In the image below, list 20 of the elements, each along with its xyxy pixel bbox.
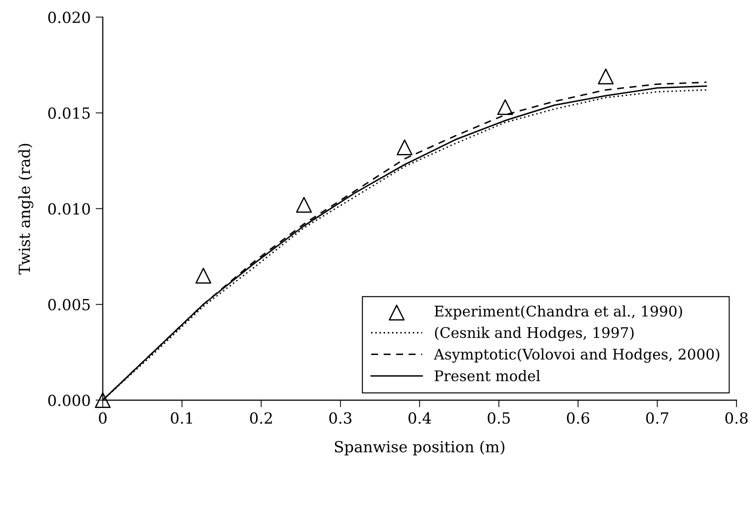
x-tick-label: 0.3 — [329, 412, 352, 424]
x-tick-label: 0 — [98, 412, 107, 424]
x-tick-label: 0.4 — [408, 412, 432, 424]
y-tick-label: 0.010 — [48, 203, 90, 215]
x-tick-label: 0.6 — [566, 412, 590, 424]
x-tick-label: 0.8 — [725, 412, 748, 424]
y-tick-label: 0.005 — [48, 298, 90, 310]
y-tick-label: 0.020 — [48, 12, 90, 24]
legend-label: Present model — [434, 370, 540, 382]
x-tick-label: 0.5 — [488, 412, 510, 424]
y-tick-label: 0.015 — [48, 107, 90, 119]
y-tick-label: 0.000 — [48, 394, 90, 406]
legend-label: Asymptotic(Volovoi and Hodges, 2000) — [434, 348, 720, 363]
x-tick-label: 0.2 — [250, 412, 272, 424]
x-tick-label: 0.7 — [646, 412, 668, 424]
y-axis-title: Twist angle (rad) — [18, 144, 34, 275]
legend-label: (Cesnik and Hodges, 1997) — [435, 326, 634, 342]
x-axis-title: Spanwise position (m) — [334, 440, 504, 456]
x-tick-label: 0.1 — [170, 412, 192, 424]
legend-label: Experiment(Chandra et al., 1990) — [434, 305, 682, 320]
